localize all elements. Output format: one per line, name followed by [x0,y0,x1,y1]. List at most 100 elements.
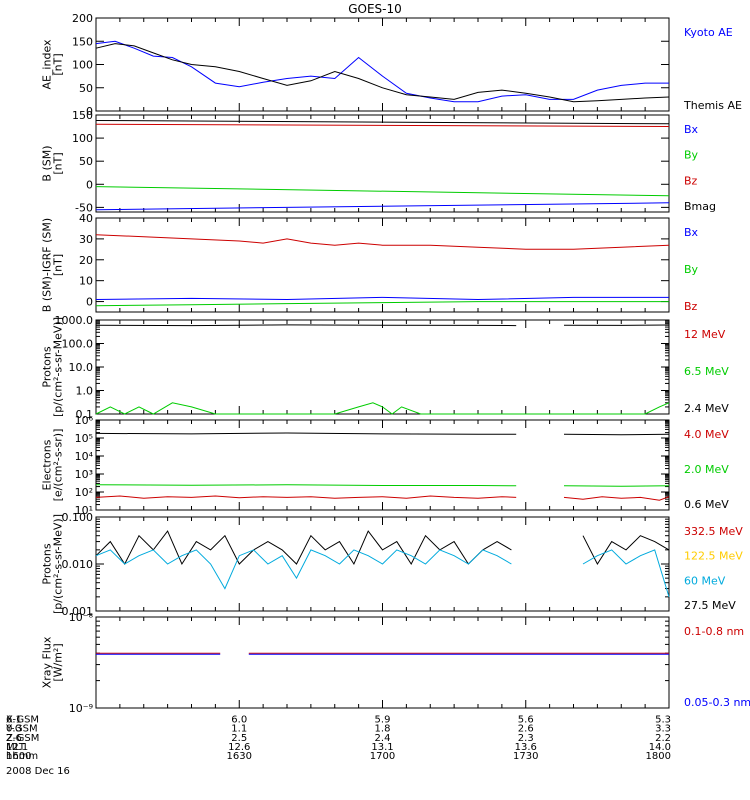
y-tick-label: 1000.0 [55,314,94,327]
y-axis-label: Protons [41,346,54,387]
legend-entry: Bz [684,174,698,187]
x-table-value: 5.9 [375,714,391,725]
series-line [95,324,517,327]
legend-entry: Themis AE [683,99,742,112]
x-table-row-label: MLT [6,742,26,753]
y-axis-label: [p/(cm²-s-sr-MeV)] [52,514,65,614]
x-table-value: 1730 [513,751,538,762]
panel-1: 0 50 100 150 200 AE_index[nT] Kyoto AE Themis A… [41,12,742,118]
y-tick-label: 0 [86,178,93,191]
y-tick-label: 0.100 [62,511,94,524]
series-line [95,234,670,250]
series-line [95,202,670,211]
legend-entry: 332.5 MeV [684,525,743,538]
panel-6: 0.001 0.010 0.100 Protons[p/(cm²-s-sr-MeV)]… [41,511,744,618]
legend-entry: 6.5 MeV [684,365,729,378]
x-table-value: 6.0 [231,714,247,725]
y-tick-label: 150 [72,109,93,122]
y-axis-label: [p/(cm²-s-sr-MeV)] [52,317,65,417]
y-tick-label: 0 [86,296,93,309]
legend-entry: Bz [684,300,698,313]
series-line [95,484,517,487]
x-table-value: 13.1 [371,742,393,753]
x-table-row-label: hhmm [6,751,38,762]
y-tick-label: -50 [75,201,93,214]
series-line [95,43,670,103]
y-tick-label: 30 [79,233,93,246]
x-table-value: 2.3 [518,733,534,744]
y-tick-label: 10⁻⁹ [69,702,93,715]
legend-entry: Kyoto AE [684,26,733,39]
panel-3: 0 10 20 30 40 B (SM)-IGRF (SM)[nT] Bx By Bz [41,212,699,313]
series-line [95,120,670,125]
y-tick-label: 1.0 [76,385,94,398]
y-tick-label: 100.0 [62,338,94,351]
y-axis-label: AE_index [41,39,54,90]
x-table-value: 6.1 [6,714,22,725]
legend-entry: Bx [684,226,699,239]
x-table-row-label: Y-GSM [5,724,38,735]
x-table-value: 2.5 [231,733,247,744]
x-table-value: 1800 [646,751,671,762]
y-tick-label: 10⁶ [75,414,94,427]
y-tick-label: 100 [72,59,93,72]
y-tick-label: 150 [72,35,93,48]
series-line [95,301,669,307]
x-table-value: 13.6 [515,742,537,753]
y-axis-label: [e/(cm²-s-sr)] [52,429,65,502]
x-table-value: 2.6 [6,733,22,744]
series-line [95,530,512,566]
x-table-value: 2.6 [518,724,534,735]
legend-entry: 0.05-0.3 nm [684,696,750,709]
series-line [563,433,670,436]
figure-title: GOES-10 [348,2,402,16]
legend-entry: By [684,263,699,276]
legend-entry: Bx [684,123,699,136]
y-tick-label: 200 [72,12,93,25]
x-table-row-label: Z-GSM [6,733,39,744]
legend-entry: 122.5 MeV [684,550,743,563]
x-table-value: 12.6 [228,742,250,753]
series-line [95,495,517,499]
y-axis-label: [nT] [52,152,65,174]
x-table-value: 5.3 [655,714,671,725]
series-line [95,123,670,127]
y-tick-label: 40 [79,212,93,225]
panel-4: 0.1 1.0 10.0 100.0 1000.0 Protons[p/(cm²-s-sr… [41,314,730,421]
x-table-value: 5.6 [518,714,534,725]
panel-frame [95,17,670,112]
legend-entry: 27.5 MeV [684,599,736,612]
panel-frame [95,616,670,709]
x-table-date: 2008 Dec 16 [6,766,70,777]
legend-entry: 2.4 MeV [684,402,729,415]
y-tick-label: 0 [86,105,93,118]
series-line [582,535,670,566]
x-table-value: 0.3 [6,724,22,735]
panel-2: -50 0 50 100 150 B (SM)[nT] Bx By Bz Bmag [41,109,717,214]
panel-7: 10⁻⁹ 10⁻⁸ Xray Flux[W/m²] 0.1-0.8 nm 0.05-0.… [41,611,750,715]
y-tick-label: 20 [79,254,93,267]
series-line [95,186,670,197]
x-table-value: 1600 [6,751,31,762]
panel-5: 10¹ 10² 10³ 10⁴ 10⁵ 10⁶ Electrons[e/(cm²-s-sr)… [41,414,730,517]
y-axis-label: Protons [41,543,54,584]
series-line [582,549,670,598]
x-table-value: 1.8 [375,724,391,735]
x-table-value: 12.1 [6,742,28,753]
legend-entry: 0.1-0.8 nm [684,625,744,638]
series-line [95,296,669,301]
series-line [95,432,517,435]
y-tick-label: 10⁴ [75,450,94,463]
legend-entry: 4.0 MeV [684,428,729,441]
legend-entry: 60 MeV [684,574,726,587]
legend-entry: By [684,149,699,162]
series-line [95,402,670,415]
legend-entry: 12 MeV [684,328,726,341]
legend-entry: 0.6 MeV [684,498,729,511]
x-table-value: 3.3 [655,724,671,735]
series-line [563,496,670,501]
y-tick-label: 10⁻⁸ [69,611,94,624]
